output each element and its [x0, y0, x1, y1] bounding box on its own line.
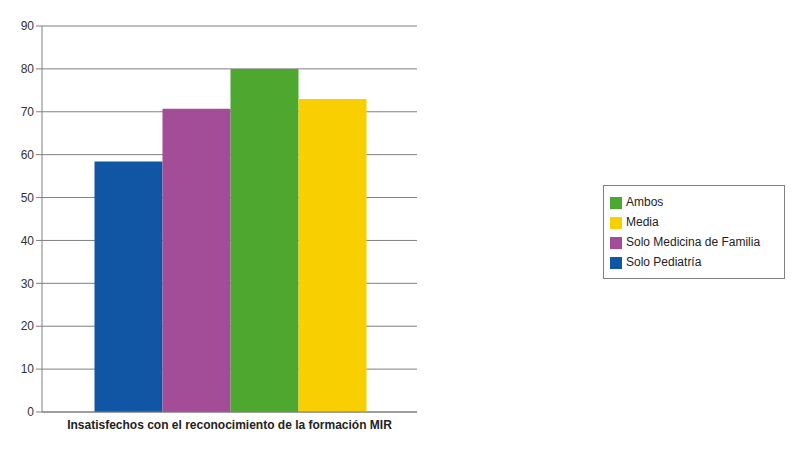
- svg-text:40: 40: [21, 234, 35, 248]
- html-text:Solo Pediatría: Solo Pediatría: [626, 255, 702, 269]
- html-text:Media: Media: [626, 215, 659, 229]
- svg-text:0: 0: [27, 405, 34, 419]
- svg-text:60: 60: [21, 148, 35, 162]
- svg-text:70: 70: [21, 105, 35, 119]
- html-text:Ambos: Ambos: [626, 195, 664, 209]
- svg-text:90: 90: [21, 19, 35, 33]
- svg-text:10: 10: [21, 362, 35, 376]
- svg-text:20: 20: [21, 319, 35, 333]
- svg-text:Insatisfechos con el reconocim: Insatisfechos con el reconocimiento de l…: [67, 418, 392, 432]
- html-text:Solo Medicina de Familia: Solo Medicina de Familia: [626, 235, 761, 249]
- svg-text:30: 30: [21, 277, 35, 291]
- svg-text:50: 50: [21, 191, 35, 205]
- svg-text:80: 80: [21, 62, 35, 76]
